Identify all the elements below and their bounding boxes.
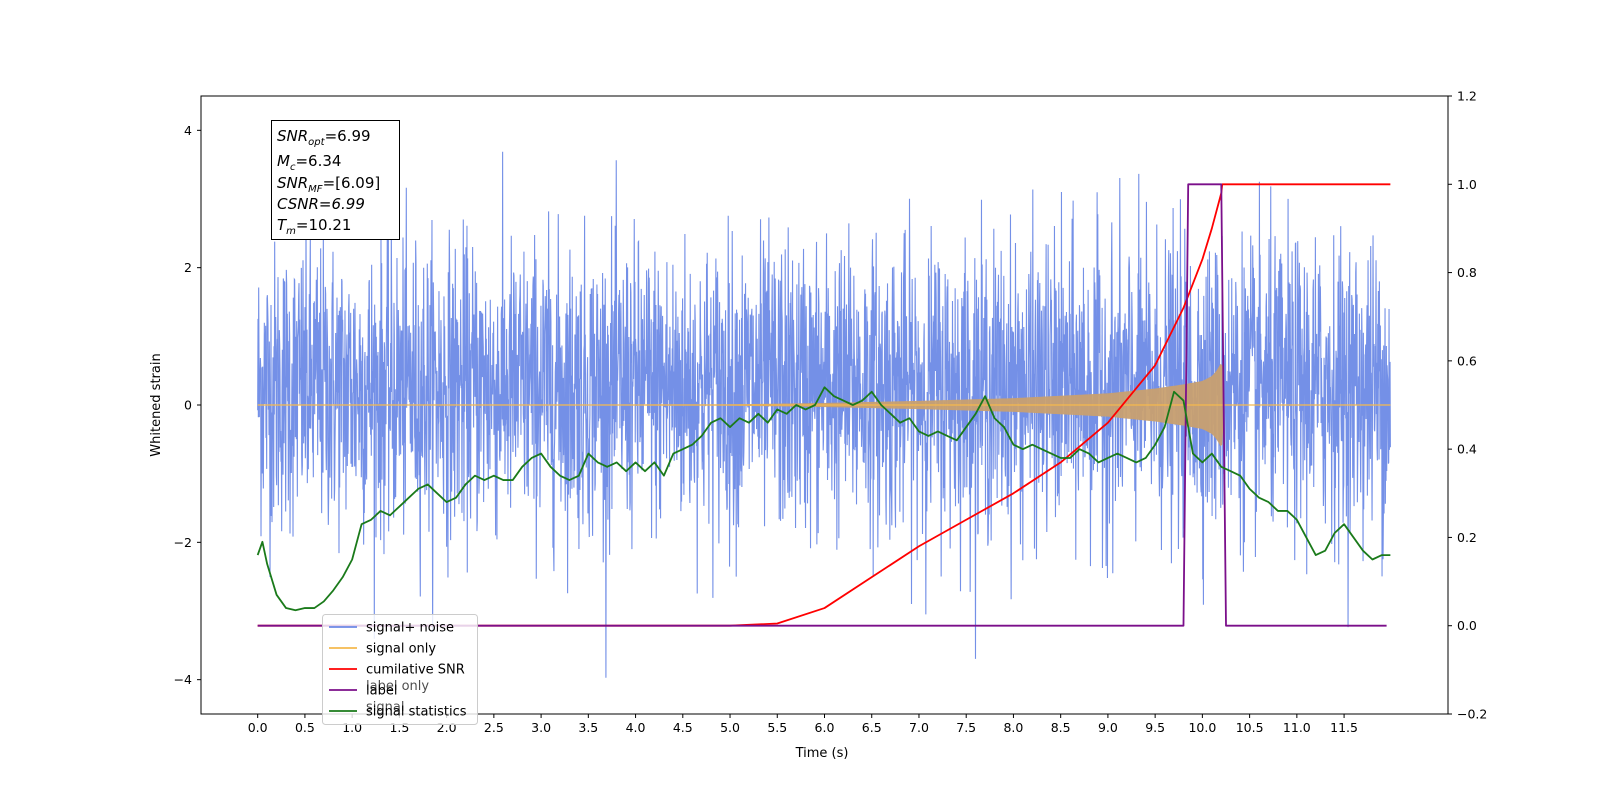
x-tick-label: 4.5 bbox=[673, 720, 693, 735]
x-tick-label: 10.0 bbox=[1188, 720, 1216, 735]
annotation-snr-opt: SNRopt=6.99 bbox=[277, 127, 371, 148]
y-axis-left: 4 2 0 −2 −4 bbox=[174, 123, 201, 687]
x-tick-label: 8.5 bbox=[1051, 720, 1071, 735]
legend-entry-label: label bbox=[366, 684, 397, 699]
annotation-csnr: CSNR=6.99 bbox=[277, 195, 365, 213]
x-axis-label: Time (s) bbox=[795, 746, 849, 761]
x-tick-label: 8.0 bbox=[1003, 720, 1023, 735]
legend-entry-label: signal statistics bbox=[366, 705, 467, 720]
y2-tick-label: 0.6 bbox=[1457, 353, 1477, 368]
x-tick-label: 2.5 bbox=[484, 720, 504, 735]
y-tick-label: 2 bbox=[184, 260, 192, 275]
x-tick-label: 7.0 bbox=[909, 720, 929, 735]
y2-tick-label: 0.0 bbox=[1457, 618, 1477, 633]
y-tick-label: 4 bbox=[184, 123, 192, 138]
x-tick-label: 7.5 bbox=[956, 720, 976, 735]
legend: label only signal signal+ noise signal on… bbox=[322, 614, 478, 725]
x-tick-label: 0.5 bbox=[295, 720, 315, 735]
y-tick-label: −2 bbox=[174, 535, 192, 550]
label-line bbox=[257, 183, 1387, 627]
legend-ghost-text-1: label only bbox=[366, 679, 429, 694]
x-tick-label: 6.0 bbox=[815, 720, 835, 735]
signal-statistics-series bbox=[256, 386, 1391, 612]
x-tick-label: 4.0 bbox=[626, 720, 646, 735]
y-axis-label: Whitened strain bbox=[149, 353, 164, 456]
cumulative-snr-line bbox=[257, 183, 1391, 627]
stats-annotation-box: SNRopt=6.99 Mc=6.34 SNRMF=[6.09] CSNR=6.… bbox=[271, 120, 400, 240]
cumulative-snr-series bbox=[257, 183, 1391, 627]
y-tick-label: 0 bbox=[184, 398, 192, 413]
x-tick-label: 3.0 bbox=[531, 720, 551, 735]
x-tick-label: 11.0 bbox=[1283, 720, 1311, 735]
annotation-snr-mf: SNRMF=[6.09] bbox=[277, 174, 380, 195]
x-tick-label: 9.0 bbox=[1098, 720, 1118, 735]
legend-entry-label: cumilative SNR bbox=[366, 663, 465, 678]
y2-tick-label: 0.2 bbox=[1457, 530, 1477, 545]
signal-statistics-line bbox=[256, 386, 1391, 612]
legend-entry-label: signal+ noise bbox=[366, 621, 454, 636]
x-tick-label: 5.0 bbox=[720, 720, 740, 735]
legend-entry-label: signal only bbox=[366, 642, 436, 657]
x-axis: 0.0 0.5 1.0 1.5 2.0 2.5 3.0 3.5 4.0 4.5 5.0 5.5 6.0 6… bbox=[248, 714, 1358, 735]
y2-tick-label: 1.0 bbox=[1457, 177, 1477, 192]
y2-tick-label: 0.8 bbox=[1457, 265, 1477, 280]
x-tick-label: 3.5 bbox=[578, 720, 598, 735]
legend-ghost-text-2: signal bbox=[366, 700, 404, 715]
x-tick-label: 10.5 bbox=[1236, 720, 1264, 735]
y2-tick-label: 0.4 bbox=[1457, 442, 1477, 457]
y2-tick-label: −0.2 bbox=[1457, 707, 1487, 722]
annotation-chirp-mass: Mc=6.34 bbox=[277, 152, 341, 173]
plot-area bbox=[256, 151, 1391, 678]
x-tick-label: 9.5 bbox=[1145, 720, 1165, 735]
x-tick-label: 5.5 bbox=[767, 720, 787, 735]
x-tick-label: 11.5 bbox=[1330, 720, 1358, 735]
y-tick-label: −4 bbox=[174, 672, 192, 687]
y-axis-right: 1.2 1.0 0.8 0.6 0.4 0.2 0.0 −0.2 bbox=[1448, 89, 1487, 722]
x-tick-label: 6.5 bbox=[862, 720, 882, 735]
signal-only-series bbox=[257, 363, 1391, 447]
annotation-merger-time: Tm=10.21 bbox=[277, 216, 351, 237]
annotation-frame bbox=[271, 120, 400, 240]
label-series bbox=[257, 183, 1387, 627]
legend-frame bbox=[322, 614, 478, 725]
y2-tick-label: 1.2 bbox=[1457, 89, 1477, 104]
x-tick-label: 0.0 bbox=[248, 720, 268, 735]
